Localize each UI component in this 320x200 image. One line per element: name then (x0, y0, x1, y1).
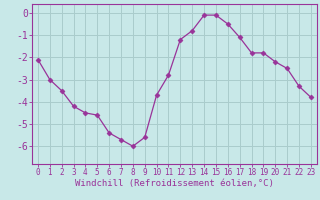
X-axis label: Windchill (Refroidissement éolien,°C): Windchill (Refroidissement éolien,°C) (75, 179, 274, 188)
